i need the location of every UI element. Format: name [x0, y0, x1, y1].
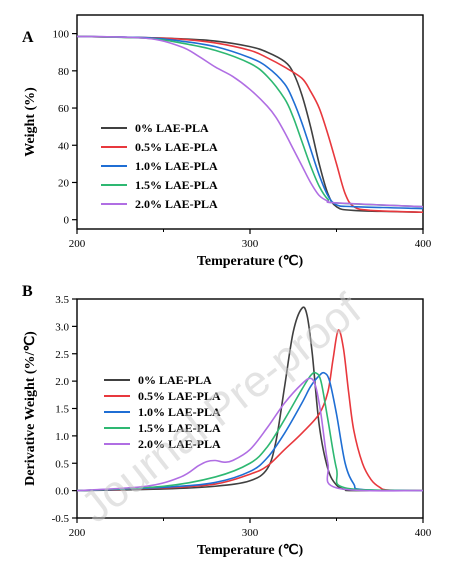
legend-label: 2.0% LAE-PLA — [138, 437, 221, 451]
y-tick-label: 1.0 — [55, 431, 69, 443]
y-tick-label: 60 — [58, 103, 70, 115]
y-tick-label: 100 — [53, 29, 70, 41]
y-tick-label: 0.5 — [55, 458, 69, 470]
y-tick-label: 2.5 — [55, 349, 69, 361]
legend-label: 1.0% LAE-PLA — [135, 159, 218, 173]
x-tick-label: 200 — [69, 527, 86, 539]
series-line — [77, 371, 423, 492]
legend-label: 1.0% LAE-PLA — [138, 405, 221, 419]
x-tick-label: 400 — [415, 527, 432, 539]
series-line — [77, 377, 423, 492]
panel-label: B — [22, 283, 33, 300]
legend-label: 0.5% LAE-PLA — [135, 140, 218, 154]
legend-label: 0.5% LAE-PLA — [138, 389, 221, 403]
y-tick-label: 0.0 — [55, 486, 69, 498]
y-tick-label: 80 — [58, 66, 70, 78]
panel-label: A — [22, 29, 34, 46]
y-tick-label: 3.5 — [55, 294, 69, 306]
x-tick-label: 300 — [242, 527, 259, 539]
y-tick-label: 3.0 — [55, 321, 69, 333]
x-tick-label: 300 — [242, 238, 259, 250]
series-line — [77, 35, 423, 210]
legend-label: 0% LAE-PLA — [138, 373, 212, 387]
legend-label: 1.5% LAE-PLA — [135, 178, 218, 192]
y-axis-label: Derivative Weight (%/℃) — [23, 331, 38, 486]
y-tick-label: 1.5 — [55, 404, 69, 416]
series-line — [77, 306, 423, 492]
chart-a: 200 300 400 0 20 40 60 80 100 Temperature (℃) Weig… — [22, 14, 432, 269]
series-line — [77, 35, 423, 214]
x-axis-label: Temperature (℃) — [197, 543, 304, 558]
chart-b: 200 300 400 -0.5 0.0 0.5 1.0 1.5 2.0 2.5 3.0 3.5 Tem… — [22, 283, 432, 558]
x-tick-label: 200 — [69, 238, 86, 250]
series-line — [77, 35, 423, 208]
series-line — [77, 35, 423, 208]
y-tick-label: -0.5 — [52, 513, 70, 525]
y-tick-label: 40 — [58, 140, 70, 152]
x-axis-label: Temperature (℃) — [197, 254, 304, 269]
x-tick-label: 400 — [415, 238, 432, 250]
legend-label: 1.5% LAE-PLA — [138, 421, 221, 435]
y-tick-label: 2.0 — [55, 376, 69, 388]
legend-label: 0% LAE-PLA — [135, 121, 209, 135]
y-tick-label: 20 — [58, 177, 70, 189]
y-tick-label: 0 — [64, 215, 70, 227]
y-axis-label: Weight (%) — [23, 87, 38, 157]
legend-label: 2.0% LAE-PLA — [135, 197, 218, 211]
series-line — [77, 329, 423, 492]
